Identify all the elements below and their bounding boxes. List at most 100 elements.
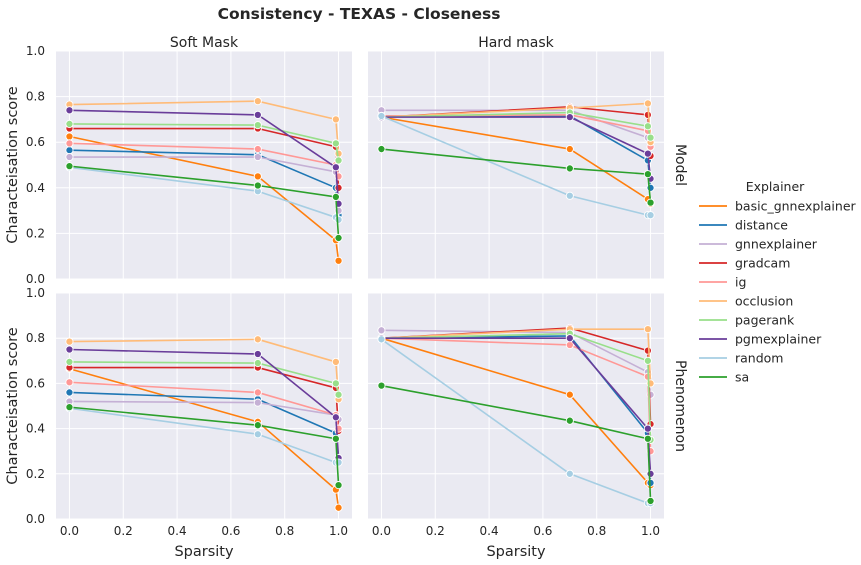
series-group-1-0 [65, 335, 343, 512]
data-point-occlusion [643, 99, 652, 108]
series-line-pagerank [69, 361, 340, 395]
series-line-sa [69, 165, 340, 239]
series-line-pgmexplainer [381, 116, 652, 179]
y-tick-label: 0.4 [26, 422, 45, 436]
series-line-pgmexplainer [381, 337, 652, 474]
series-line-ig [69, 381, 340, 429]
panel-1-1: 0.0 0.2 0.4 0.6 0.8 1.0 Sparsity [368, 292, 664, 560]
data-point-random [253, 430, 262, 439]
x-tick-label: 0.2 [114, 524, 133, 538]
data-point-sa [646, 198, 655, 207]
legend-title: Explainer [746, 179, 805, 194]
data-point-occlusion [253, 97, 262, 106]
data-point-sa [253, 421, 262, 430]
data-point-random [334, 458, 343, 467]
column-title-1: Hard mask [478, 35, 554, 51]
series-line-pagerank [69, 123, 340, 161]
data-point-basic_gnnexplainer [565, 144, 574, 154]
data-point-pagerank [646, 133, 655, 142]
data-point-pgmexplainer [65, 345, 74, 354]
data-point-pgmexplainer [643, 424, 652, 433]
data-point-sa [65, 162, 74, 171]
data-point-pagerank [253, 121, 262, 130]
data-point-pgmexplainer [65, 106, 74, 115]
data-point-gradcam [334, 183, 343, 192]
data-point-pgmexplainer [331, 413, 340, 422]
series-line-pagerank [381, 332, 652, 440]
y-tick-label: 0.2 [26, 467, 45, 481]
data-point-pagerank [334, 156, 343, 165]
y-tick-label: 0.6 [26, 135, 45, 149]
series-line-pgmexplainer [69, 109, 340, 204]
data-point-distance [646, 183, 655, 192]
series-line-pagerank [381, 111, 652, 138]
x-tick-label: 0.6 [221, 524, 240, 538]
row-title-1: Phenomenon [672, 360, 688, 452]
y-tick-label: 0.8 [26, 331, 45, 345]
data-point-sa [643, 434, 652, 443]
data-point-basic_gnnexplainer [253, 172, 262, 181]
data-point-pagerank [253, 359, 262, 368]
data-point-gradcam [643, 346, 652, 355]
data-point-pagerank [643, 356, 652, 365]
data-point-pgmexplainer [331, 163, 340, 172]
data-point-pagerank [643, 122, 652, 131]
figure-title: Consistency - TEXAS - Closeness [218, 5, 501, 23]
data-point-occlusion [643, 325, 652, 334]
panel-0-1 [368, 50, 664, 280]
legend: Explainer basic_gnnexplainer distance gnnex… [699, 179, 857, 385]
plot-area [368, 51, 664, 279]
data-point-basic_gnnexplainer [334, 503, 343, 512]
column-title-0: Soft Mask [170, 35, 239, 51]
data-point-sa [565, 164, 574, 173]
y-tick-label: 0.2 [26, 226, 45, 240]
data-point-gnnexplainer [65, 152, 74, 162]
x-tick-label: 1.0 [329, 524, 348, 538]
x-tick-label: 1.0 [641, 524, 660, 538]
y-tick-label: 0.0 [26, 512, 45, 526]
data-point-pagerank [334, 390, 343, 399]
x-tick-label: 0.4 [168, 524, 187, 538]
data-point-occlusion [331, 115, 340, 124]
y-tick-label: 1.0 [26, 286, 45, 300]
legend-label-gnnexplainer: gnnexplainer [735, 237, 818, 252]
data-point-pgmexplainer [253, 349, 262, 359]
x-tick-label: 0.8 [587, 524, 606, 538]
row-title-0: Model [672, 144, 688, 186]
y-axis-label: Characteisation score [5, 86, 21, 244]
data-point-ig [253, 144, 262, 154]
data-point-ig [253, 388, 262, 397]
data-point-distance [65, 146, 74, 155]
series-line-sa [381, 148, 652, 203]
legend-label-sa: sa [735, 370, 749, 385]
data-point-random [377, 111, 386, 121]
series-line-sa [69, 406, 340, 486]
plot-area [368, 293, 664, 519]
data-point-gnnexplainer [253, 398, 262, 407]
data-point-occlusion [253, 335, 262, 344]
x-tick-label: 0.0 [60, 524, 79, 538]
data-point-occlusion [331, 357, 340, 366]
data-point-gnnexplainer [253, 152, 262, 162]
data-point-gnnexplainer [377, 326, 386, 335]
data-point-pagerank [331, 379, 340, 388]
data-point-pgmexplainer [565, 334, 574, 343]
y-axis-label: Characteisation score [5, 327, 21, 485]
legend-label-pgmexplainer: pgmexplainer [735, 332, 822, 347]
data-point-sa [377, 381, 386, 390]
data-point-ig [565, 340, 574, 350]
data-point-sa [334, 233, 343, 243]
x-axis-label: Sparsity [174, 544, 234, 560]
data-point-pagerank [65, 119, 74, 129]
series-line-occlusion [381, 328, 652, 384]
x-tick-label: 0.2 [426, 524, 445, 538]
x-axis-label: Sparsity [486, 544, 546, 560]
data-point-sa [643, 170, 652, 179]
legend-label-pagerank: pagerank [735, 313, 795, 328]
series-line-gradcam [69, 366, 340, 431]
data-point-random [377, 335, 386, 344]
data-point-basic_gnnexplainer [65, 132, 74, 141]
legend-label-basic_gnnexplainer: basic_gnnexplainer [735, 199, 857, 214]
y-tick-label: 0.8 [26, 90, 45, 104]
data-point-sa [331, 434, 340, 443]
